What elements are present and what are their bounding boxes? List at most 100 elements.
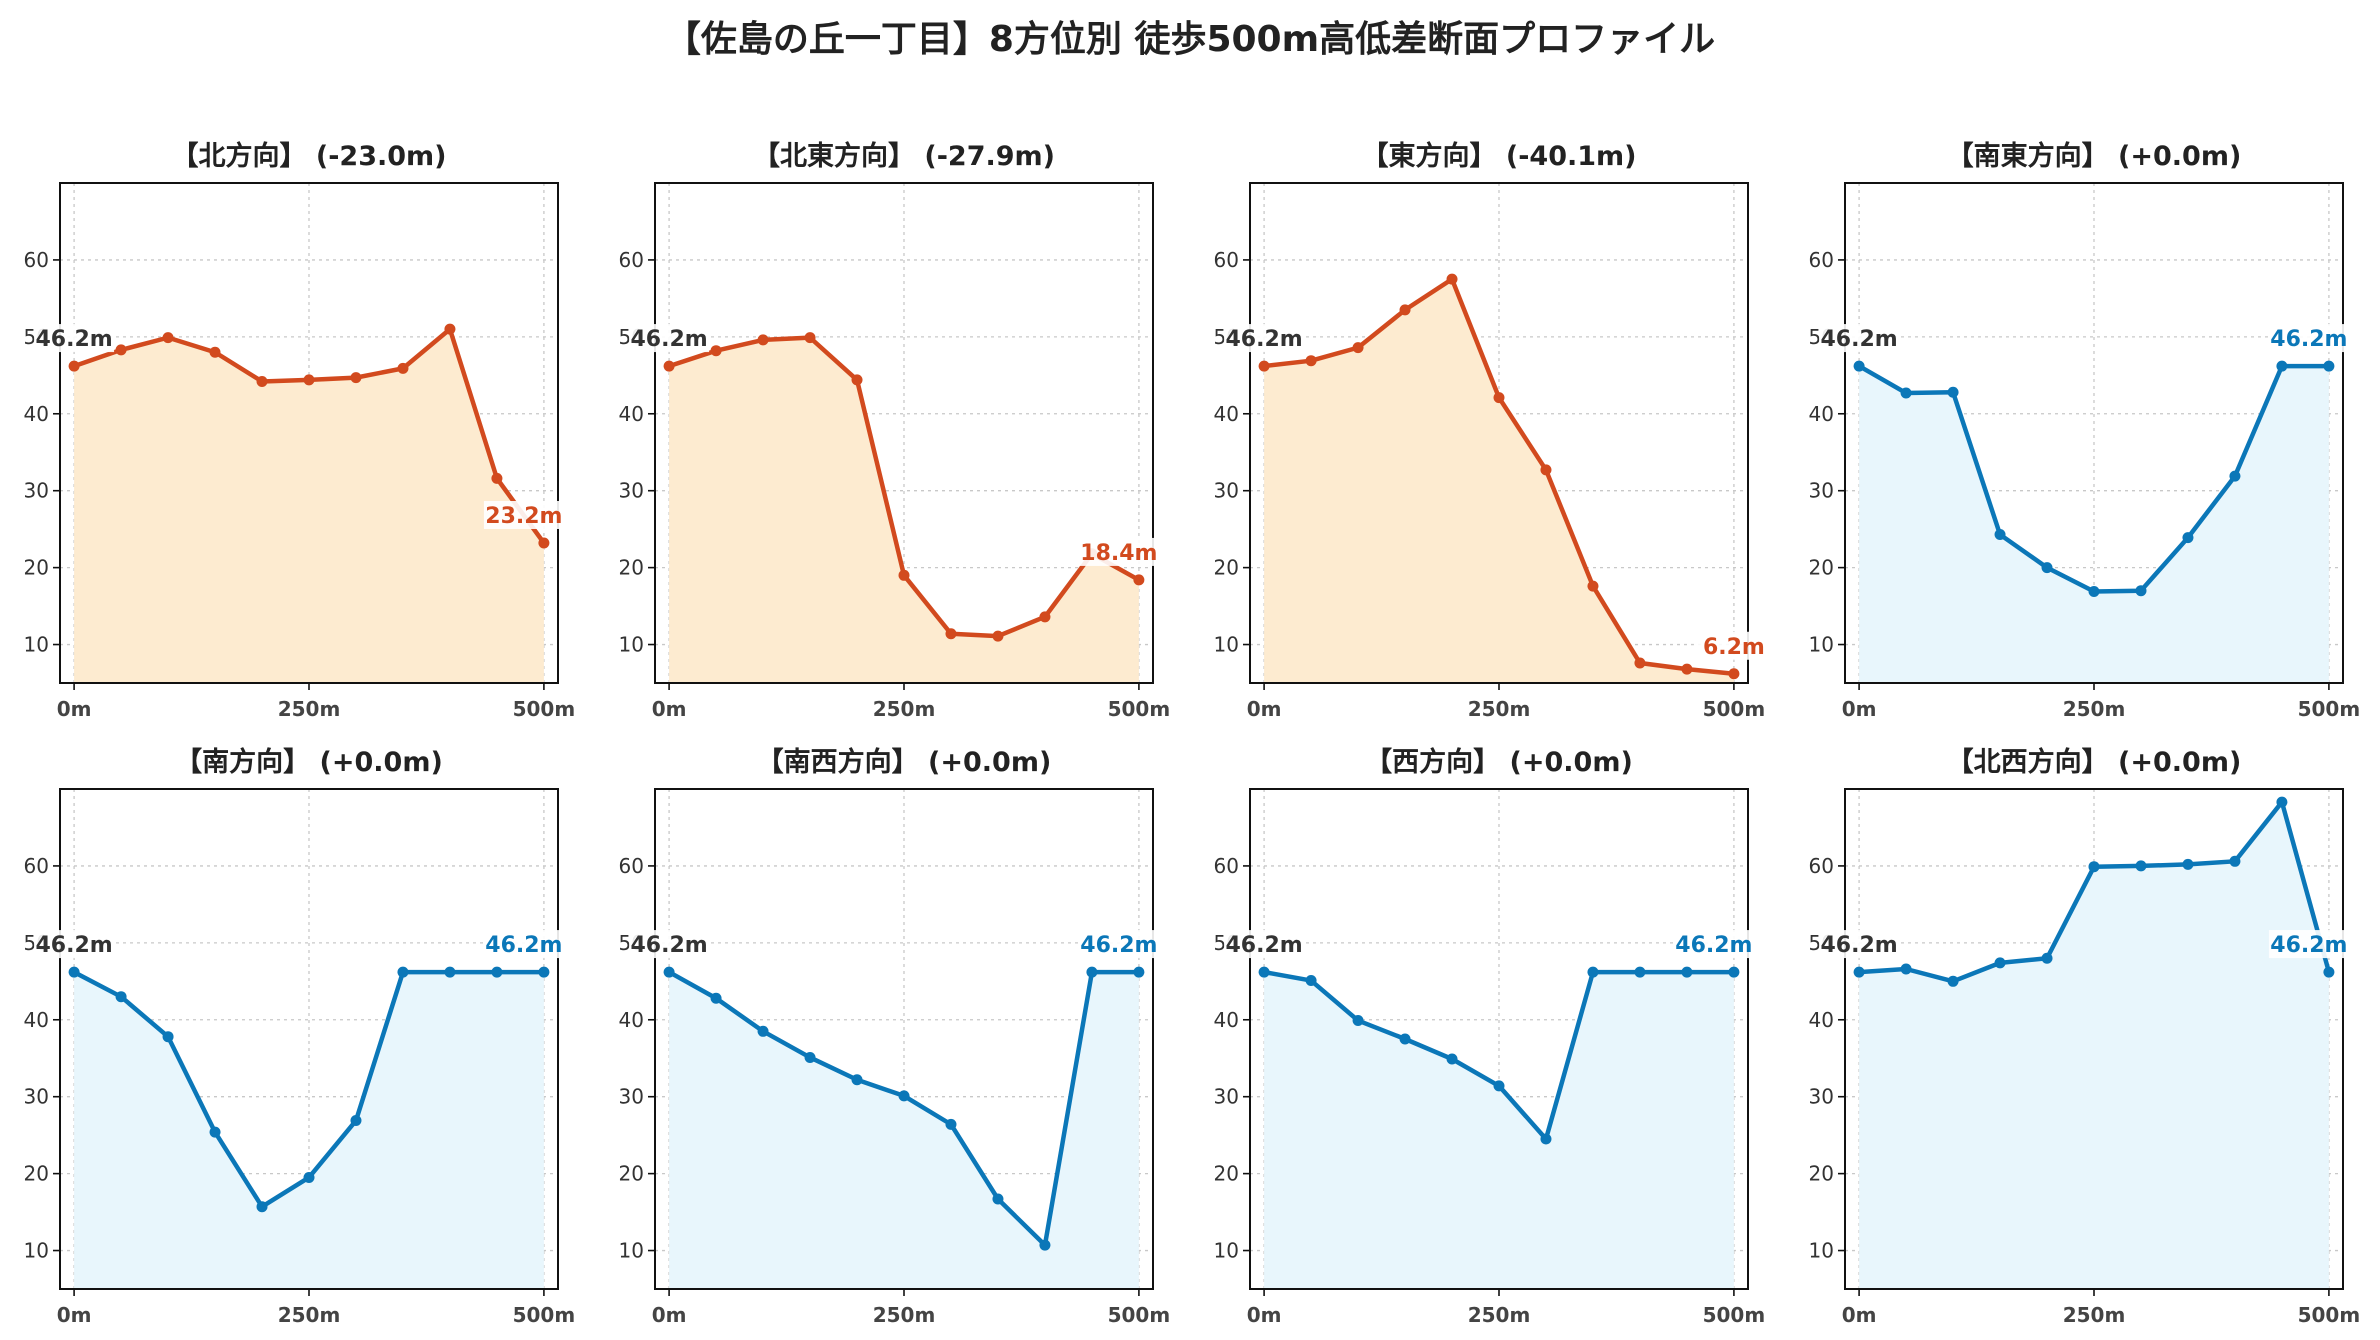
data-point [68, 360, 80, 372]
y-tick-label: 10 [1809, 1239, 1834, 1263]
y-tick-label: 30 [1214, 479, 1239, 503]
x-tick-label: 0m [1247, 1303, 1282, 1327]
data-point [397, 362, 409, 374]
chart-panel: 【南東方向】 (+0.0m)1020304050600m250m500m46.2… [1809, 140, 2361, 721]
y-tick-label: 20 [1809, 1162, 1834, 1186]
data-point [851, 374, 863, 386]
x-tick-label: 0m [57, 1303, 92, 1327]
y-tick-label: 20 [619, 1162, 644, 1186]
y-tick-label: 60 [1214, 854, 1239, 878]
y-tick-label: 60 [24, 248, 49, 272]
y-tick-label: 60 [24, 854, 49, 878]
y-tick-label: 20 [1214, 1162, 1239, 1186]
y-tick-label: 10 [24, 633, 49, 657]
x-tick-label: 0m [1247, 697, 1282, 721]
data-point [115, 991, 127, 1003]
data-point [209, 346, 221, 358]
data-point [2323, 360, 2335, 372]
data-point [2088, 585, 2100, 597]
data-point [1900, 387, 1912, 399]
start-label-bg [629, 930, 710, 959]
y-tick-label: 30 [24, 479, 49, 503]
y-tick-label: 20 [619, 556, 644, 580]
y-tick-label: 30 [619, 479, 644, 503]
data-point [1352, 1015, 1364, 1027]
chart-panel: 【東方向】 (-40.1m)1020304050600m250m500m46.2… [1214, 140, 1774, 721]
data-point [992, 630, 1004, 642]
x-tick-label: 500m [513, 1303, 576, 1327]
data-point [1947, 975, 1959, 987]
data-point [804, 332, 816, 344]
plot-area [1258, 273, 1740, 683]
end-label-bg [1673, 930, 1754, 959]
data-point [2182, 858, 2194, 870]
data-point [397, 966, 409, 978]
x-tick-label: 500m [2298, 697, 2361, 721]
y-tick-label: 10 [1214, 1239, 1239, 1263]
data-point [710, 992, 722, 1004]
end-label: 6.2m [1703, 635, 1765, 660]
chart-panel: 【北西方向】 (+0.0m)1020304050600m250m500m46.2… [1809, 746, 2361, 1327]
end-label: 46.2m [1675, 933, 1752, 958]
area-fill [669, 972, 1139, 1289]
data-point [1446, 1053, 1458, 1065]
start-label-bg [1224, 930, 1305, 959]
data-point [1540, 1133, 1552, 1145]
y-tick-label: 40 [619, 1008, 644, 1032]
start-label-bg [629, 324, 710, 353]
start-label-bg [1819, 930, 1900, 959]
data-point [1399, 1033, 1411, 1045]
data-point [256, 375, 268, 387]
panel-title: 【北方向】 (-23.0m) [171, 140, 446, 172]
y-tick-label: 60 [1809, 248, 1834, 272]
y-tick-label: 40 [1214, 1008, 1239, 1032]
data-point [1399, 304, 1411, 316]
data-point [1446, 273, 1458, 285]
end-label-bg [2268, 930, 2349, 959]
start-label: 46.2m [35, 327, 112, 352]
end-label: 46.2m [485, 933, 562, 958]
x-tick-label: 500m [513, 697, 576, 721]
data-point [757, 1025, 769, 1037]
end-label-bg [1693, 631, 1774, 660]
data-point [1493, 392, 1505, 404]
plot-area [68, 323, 550, 683]
start-label-bg [1224, 324, 1305, 353]
start-label-bg [1819, 324, 1900, 353]
x-tick-label: 0m [57, 697, 92, 721]
data-point [1947, 386, 1959, 398]
x-tick-label: 250m [873, 1303, 936, 1327]
start-label: 46.2m [1820, 933, 1897, 958]
data-point [710, 345, 722, 357]
y-tick-label: 60 [619, 854, 644, 878]
x-tick-label: 500m [1703, 1303, 1766, 1327]
data-point [2323, 966, 2335, 978]
y-tick-label: 10 [24, 1239, 49, 1263]
end-label: 23.2m [485, 504, 562, 529]
chart-panel: 【西方向】 (+0.0m)1020304050600m250m500m46.2m… [1214, 746, 1766, 1327]
data-point [804, 1051, 816, 1063]
data-point [1587, 966, 1599, 978]
panel-title: 【南方向】 (+0.0m) [175, 746, 443, 778]
x-tick-label: 250m [873, 697, 936, 721]
data-point [1994, 529, 2006, 541]
y-tick-label: 60 [619, 248, 644, 272]
plot-area [68, 966, 550, 1289]
data-point [115, 344, 127, 356]
data-point [2088, 861, 2100, 873]
area-fill [1264, 972, 1734, 1289]
start-label: 46.2m [1225, 327, 1302, 352]
data-point [303, 374, 315, 386]
data-point [1634, 657, 1646, 669]
data-point [2276, 360, 2288, 372]
y-tick-label: 10 [619, 1239, 644, 1263]
start-label-bg [34, 324, 115, 353]
start-label: 46.2m [630, 933, 707, 958]
x-tick-label: 500m [1108, 697, 1171, 721]
data-point [2229, 470, 2241, 482]
data-point [2229, 855, 2241, 867]
chart-panel: 【南方向】 (+0.0m)1020304050600m250m500m46.2m… [24, 746, 576, 1327]
data-point [444, 323, 456, 335]
panel-title: 【北西方向】 (+0.0m) [1947, 746, 2242, 778]
end-label: 18.4m [1080, 541, 1157, 566]
